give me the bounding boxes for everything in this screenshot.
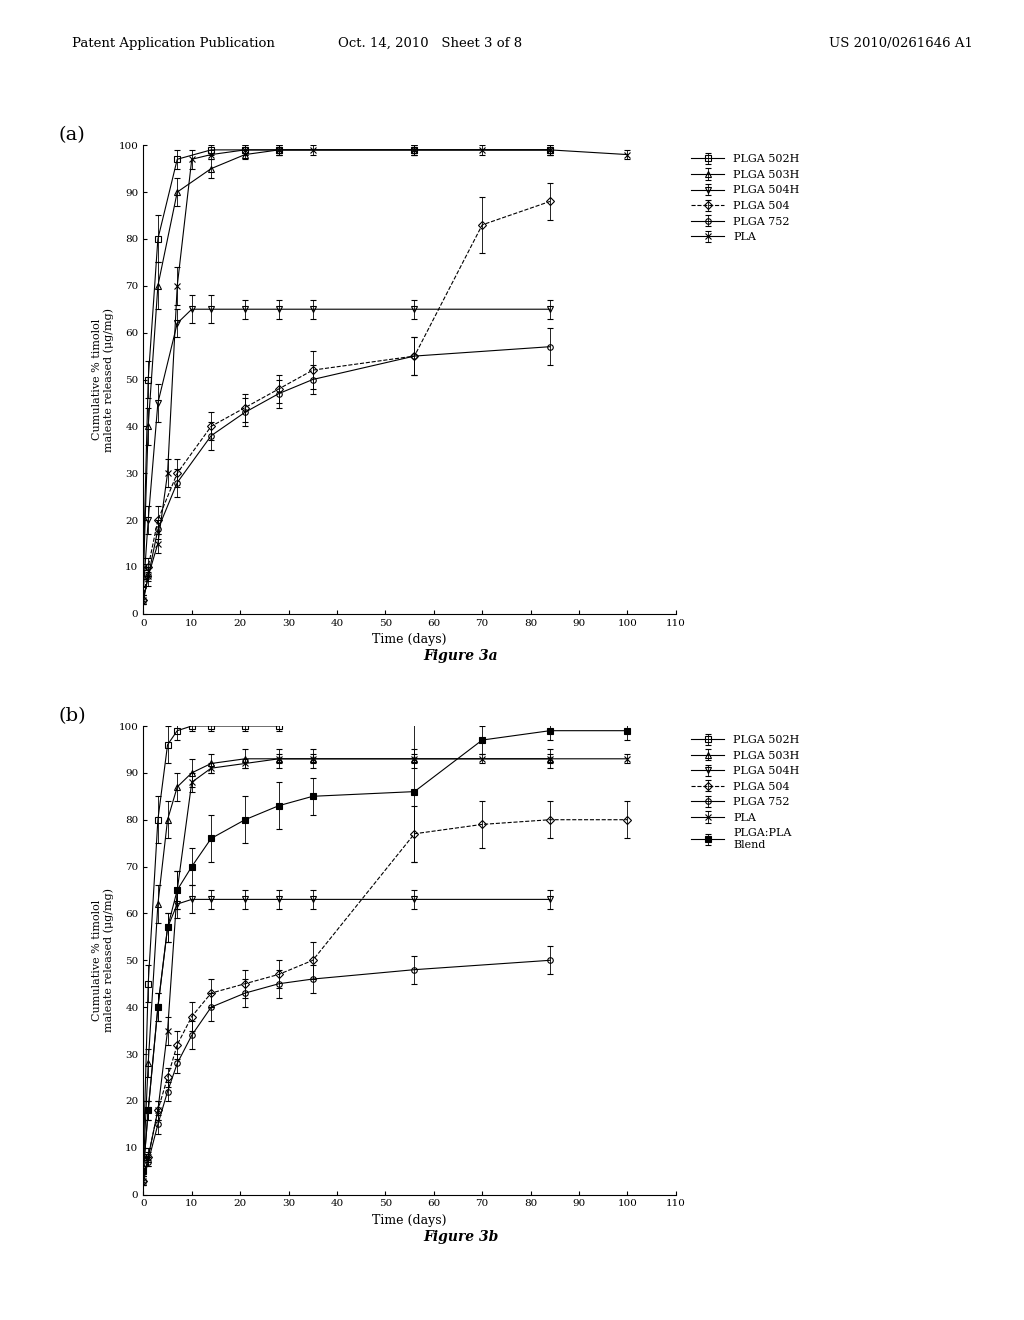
Text: Figure 3a: Figure 3a (424, 649, 498, 663)
Y-axis label: Cumulative % timolol
maleate released (μg/mg): Cumulative % timolol maleate released (μ… (92, 308, 115, 451)
Text: (b): (b) (58, 708, 86, 725)
Text: Oct. 14, 2010   Sheet 3 of 8: Oct. 14, 2010 Sheet 3 of 8 (338, 37, 522, 50)
Text: US 2010/0261646 A1: US 2010/0261646 A1 (828, 37, 973, 50)
Text: (a): (a) (58, 127, 85, 144)
Legend: PLGA 502H, PLGA 503H, PLGA 504H, PLGA 504, PLGA 752, PLA, PLGA:PLA
Blend: PLGA 502H, PLGA 503H, PLGA 504H, PLGA 50… (686, 731, 804, 854)
Text: Figure 3b: Figure 3b (423, 1230, 499, 1243)
Text: Patent Application Publication: Patent Application Publication (72, 37, 274, 50)
X-axis label: Time (days): Time (days) (373, 1214, 446, 1228)
Y-axis label: Cumulative % timolol
maleate released (μg/mg): Cumulative % timolol maleate released (μ… (92, 888, 115, 1032)
Legend: PLGA 502H, PLGA 503H, PLGA 504H, PLGA 504, PLGA 752, PLA: PLGA 502H, PLGA 503H, PLGA 504H, PLGA 50… (686, 150, 804, 247)
X-axis label: Time (days): Time (days) (373, 634, 446, 647)
